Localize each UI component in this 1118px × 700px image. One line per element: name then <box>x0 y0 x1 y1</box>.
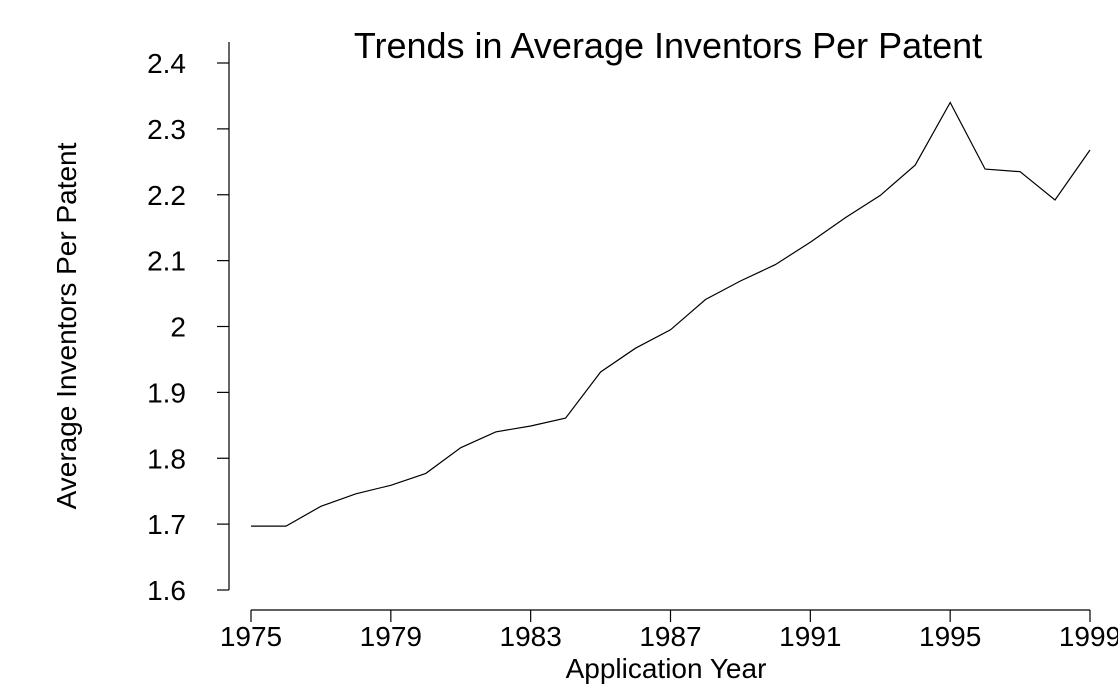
x-tick-label: 1991 <box>779 621 841 652</box>
x-tick-label: 1979 <box>360 621 422 652</box>
x-axis: 1975 1979 1983 1987 1991 1995 1999 <box>220 610 1118 652</box>
x-tick-label: 1999 <box>1059 621 1118 652</box>
y-axis-title: Average Inventors Per Patent <box>51 142 82 509</box>
y-tick-label: 2.1 <box>147 246 186 277</box>
chart-title: Trends in Average Inventors Per Patent <box>354 25 982 66</box>
series-group <box>251 103 1090 527</box>
y-axis: 1.6 1.7 1.8 1.9 2 2.1 2.2 2.3 2.4 <box>147 42 229 606</box>
y-tick-label: 2.2 <box>147 180 186 211</box>
y-tick-label: 1.6 <box>147 575 186 606</box>
y-tick-label: 1.7 <box>147 509 186 540</box>
x-tick-label: 1995 <box>919 621 981 652</box>
y-tick-label: 2.3 <box>147 114 186 145</box>
x-tick-label: 1983 <box>500 621 562 652</box>
x-tick-label: 1975 <box>220 621 282 652</box>
series-line <box>251 103 1090 527</box>
y-tick-label: 2.4 <box>147 48 186 79</box>
x-tick-label: 1987 <box>639 621 701 652</box>
y-tick-label: 1.8 <box>147 443 186 474</box>
x-axis-title: Application Year <box>566 653 767 684</box>
y-tick-label: 1.9 <box>147 377 186 408</box>
y-tick-label: 2 <box>170 312 186 343</box>
